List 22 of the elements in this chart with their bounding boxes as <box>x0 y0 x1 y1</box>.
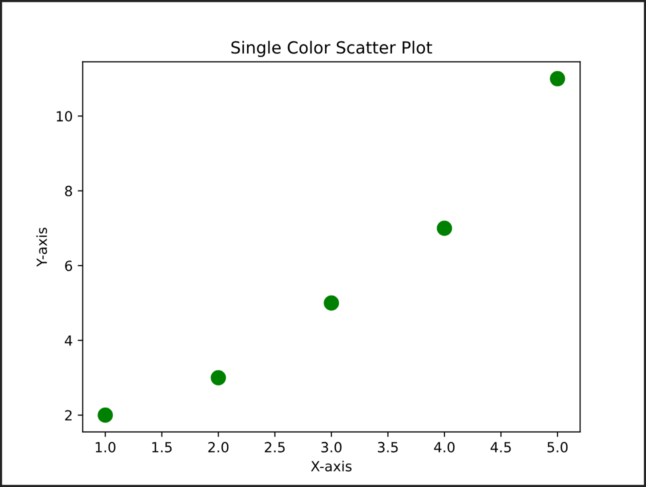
x-tick-label: 1.5 <box>152 442 172 452</box>
x-tick-label: 3.0 <box>321 442 342 452</box>
point <box>324 295 340 311</box>
x-tick-label: 5.0 <box>548 442 568 452</box>
y-tick-label: 2 <box>65 410 72 420</box>
y-tick-label: 10 <box>56 111 72 122</box>
chart-title: Single Color Scatter Plot <box>231 40 432 57</box>
y-tick-label: 8 <box>65 186 72 196</box>
point <box>550 71 566 86</box>
point <box>98 408 113 423</box>
x-axis-title: X-axis <box>310 460 352 472</box>
x-tick-label: 1.0 <box>96 442 116 452</box>
y-tick-label: 4 <box>64 336 72 346</box>
point <box>436 220 452 236</box>
x-tick-label: 4.0 <box>434 442 455 452</box>
x-tick-label: 2.0 <box>208 442 228 452</box>
y-tick-label: 6 <box>65 260 72 272</box>
x-tick-label: 3.5 <box>378 442 398 452</box>
x-tick-label: 2.5 <box>264 442 285 452</box>
point <box>210 370 226 386</box>
x-tick-label: 4.5 <box>490 442 511 452</box>
y-axis-title: Y-axis <box>36 228 48 267</box>
